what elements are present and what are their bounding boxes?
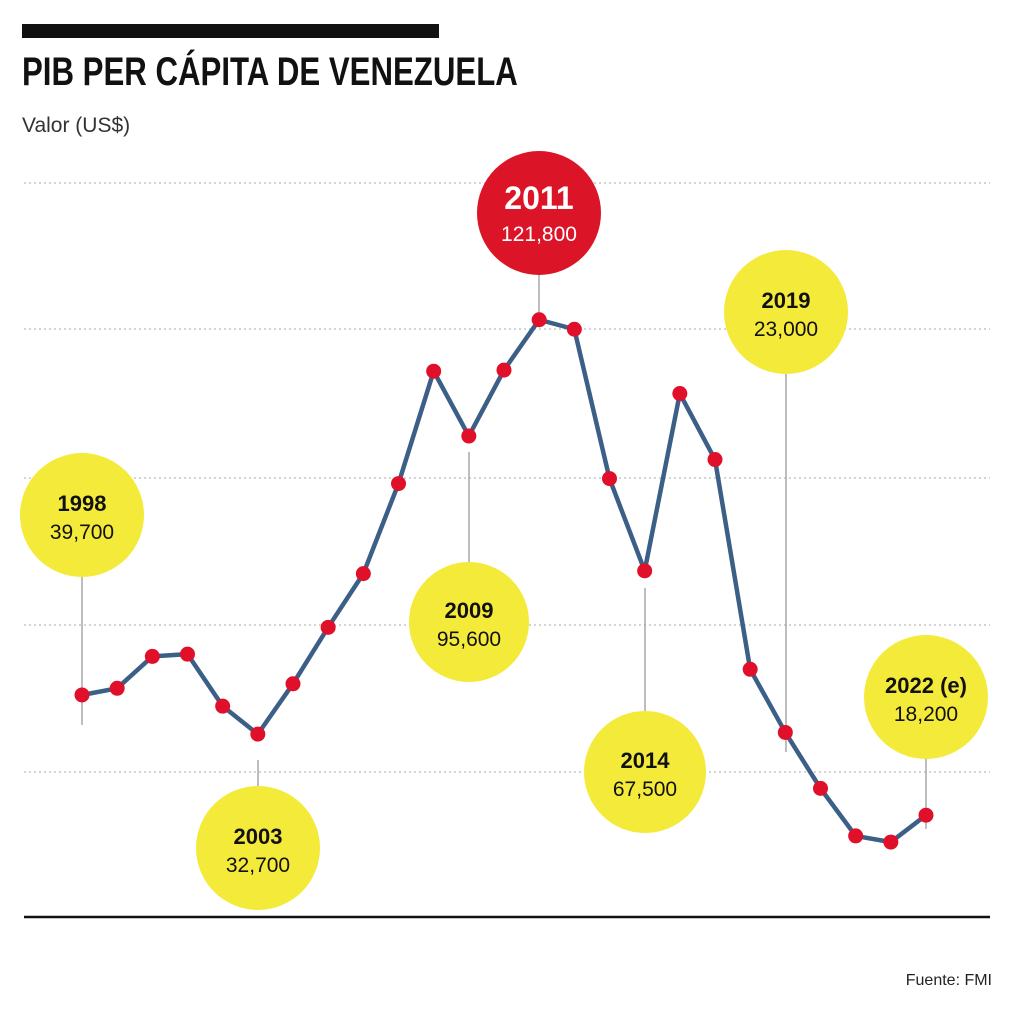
data-point <box>461 428 477 444</box>
chart-subtitle: Valor (US$) <box>22 114 131 137</box>
data-point <box>144 648 160 664</box>
data-point <box>180 646 195 662</box>
callout-bubble <box>584 711 706 833</box>
callout-value-label: 39,700 <box>50 521 114 544</box>
callout-year-label: 2014 <box>621 748 671 773</box>
callout-bubble <box>20 453 144 577</box>
callout-bubble <box>864 635 988 759</box>
data-point <box>566 321 582 337</box>
callout-year-label: 2011 <box>504 180 573 216</box>
data-point <box>215 698 231 714</box>
callout-year-label: 2022 (e) <box>885 673 967 698</box>
data-point <box>391 476 406 492</box>
callout-bubble <box>409 562 529 682</box>
data-point <box>707 452 723 468</box>
data-point <box>883 834 899 850</box>
callout-year-label: 1998 <box>58 491 107 516</box>
title-bar-decoration <box>22 24 439 38</box>
data-point <box>637 563 653 579</box>
data-point <box>531 312 547 328</box>
data-point <box>250 726 266 742</box>
callout-value-label: 32,700 <box>226 854 290 877</box>
data-point <box>813 780 828 796</box>
data-point <box>320 619 336 635</box>
data-point <box>777 724 793 740</box>
data-point <box>848 828 864 844</box>
callout-value-label: 23,000 <box>754 318 818 341</box>
data-point <box>918 807 934 823</box>
data-point <box>285 676 301 692</box>
data-point <box>672 386 688 402</box>
callout-value-label: 121,800 <box>501 223 577 246</box>
data-point <box>602 471 617 487</box>
data-point <box>496 362 512 378</box>
callout-year-label: 2019 <box>762 288 811 313</box>
chart-title: PIB PER CÁPITA DE VENEZUELA <box>22 50 518 94</box>
callout-year-label: 2003 <box>234 824 283 849</box>
callout-value-label: 95,600 <box>437 628 501 651</box>
data-point <box>109 680 125 696</box>
data-point <box>355 566 371 582</box>
callout-bubble <box>196 786 320 910</box>
data-point <box>742 661 758 677</box>
callout-year-label: 2009 <box>445 598 494 623</box>
callout-value-label: 18,200 <box>894 703 958 726</box>
callout-bubble <box>477 151 601 275</box>
source-note: Fuente: FMI <box>905 972 992 989</box>
callout-value-label: 67,500 <box>613 778 677 801</box>
callout-bubble <box>724 250 848 374</box>
data-point <box>74 687 90 703</box>
data-point <box>426 363 442 379</box>
